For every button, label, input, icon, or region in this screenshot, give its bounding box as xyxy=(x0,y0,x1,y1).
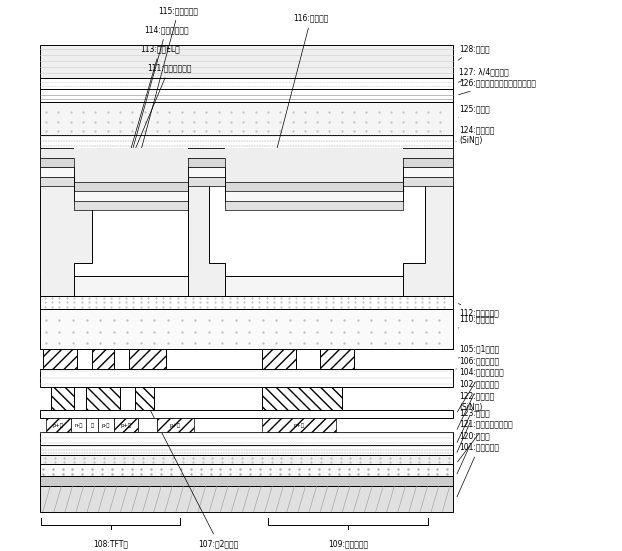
Text: 120:剥離膜: 120:剥離膜 xyxy=(457,431,490,474)
Bar xyxy=(40,410,453,418)
Text: 109:保持容量部: 109:保持容量部 xyxy=(328,539,368,548)
Text: 123:有機膜: 123:有機膜 xyxy=(457,408,490,452)
Bar xyxy=(225,177,404,210)
Bar xyxy=(40,167,453,177)
Bar xyxy=(73,177,188,210)
Bar xyxy=(40,102,453,134)
Bar xyxy=(73,167,188,201)
Bar xyxy=(320,349,354,369)
Bar xyxy=(225,148,404,182)
Bar xyxy=(40,369,453,387)
Text: 128:偏光板: 128:偏光板 xyxy=(458,44,490,60)
Bar xyxy=(40,464,453,477)
Bar xyxy=(262,349,295,369)
Bar xyxy=(225,158,404,191)
Text: 127: λ/4位相差板: 127: λ/4位相差板 xyxy=(458,67,509,82)
Bar xyxy=(157,418,194,432)
Bar xyxy=(40,45,453,78)
Polygon shape xyxy=(404,148,453,295)
Text: 層: 層 xyxy=(91,423,94,428)
Text: 111:アノード電極: 111:アノード電極 xyxy=(115,63,192,198)
Bar xyxy=(40,158,453,167)
Text: 110:平坦化膜: 110:平坦化膜 xyxy=(458,315,494,328)
Bar xyxy=(40,485,453,512)
Bar xyxy=(70,418,86,432)
Polygon shape xyxy=(188,148,225,295)
Text: 102:下地絶縁膜: 102:下地絶縁膜 xyxy=(457,379,499,429)
Bar xyxy=(40,432,453,445)
Polygon shape xyxy=(40,148,92,295)
Bar xyxy=(262,418,336,432)
Bar xyxy=(40,134,453,148)
Text: 107:第2金属層: 107:第2金属層 xyxy=(146,402,239,548)
Bar xyxy=(40,177,453,186)
Text: 112:粟子分離膜: 112:粟子分離膜 xyxy=(458,304,499,317)
Bar xyxy=(262,387,342,410)
Text: 115:キャップ層: 115:キャップ層 xyxy=(139,6,198,157)
Bar xyxy=(46,418,70,432)
Text: p+層: p+層 xyxy=(53,423,64,428)
Bar xyxy=(73,148,188,182)
Bar xyxy=(51,387,73,410)
Bar xyxy=(129,349,166,369)
Bar xyxy=(43,349,77,369)
Text: 126:フィルム型タッチスクリーン: 126:フィルム型タッチスクリーン xyxy=(458,79,536,95)
Text: p-層: p-層 xyxy=(101,423,110,428)
Text: p+層: p+層 xyxy=(170,423,181,428)
Bar xyxy=(98,418,114,432)
Text: 105:第1金属層: 105:第1金属層 xyxy=(458,345,499,358)
Text: 125:有機膜: 125:有機膜 xyxy=(458,104,490,117)
Bar xyxy=(40,277,453,295)
Bar xyxy=(139,418,157,432)
Bar xyxy=(40,445,453,455)
Text: 114:カソード電極: 114:カソード電極 xyxy=(127,25,188,170)
Bar xyxy=(40,89,453,102)
Text: 116:発光素子: 116:発光素子 xyxy=(275,14,328,157)
Text: n-層: n-層 xyxy=(75,423,83,428)
Bar xyxy=(40,477,453,485)
Bar xyxy=(136,387,154,410)
Bar xyxy=(40,455,453,464)
Text: p+層: p+層 xyxy=(121,423,132,428)
Text: 108:TFT部: 108:TFT部 xyxy=(93,539,128,548)
Text: p+層: p+層 xyxy=(293,423,304,428)
Bar xyxy=(92,349,114,369)
Text: 124:蒸機薄膜
(SiN等): 124:蒸機薄膜 (SiN等) xyxy=(456,125,494,144)
Bar xyxy=(73,158,188,191)
Bar xyxy=(40,78,453,89)
Text: 113:有機EL層: 113:有機EL層 xyxy=(121,44,180,184)
Text: 122:蒸機薄膜
(SiN等): 122:蒸機薄膜 (SiN等) xyxy=(457,392,494,442)
Text: 104:ゲート絶縁膜: 104:ゲート絶縁膜 xyxy=(457,368,504,412)
Text: 106:層間絶縁膜: 106:層間絶縁膜 xyxy=(456,356,499,369)
Text: 121:フレキシブル基板: 121:フレキシブル基板 xyxy=(458,420,513,462)
Bar xyxy=(40,148,453,158)
Bar xyxy=(40,309,453,349)
Bar xyxy=(86,418,98,432)
Bar xyxy=(86,387,120,410)
Bar xyxy=(225,167,404,201)
Bar xyxy=(114,418,139,432)
Bar xyxy=(40,295,453,309)
Text: 101:ガラス基板: 101:ガラス基板 xyxy=(457,443,499,497)
